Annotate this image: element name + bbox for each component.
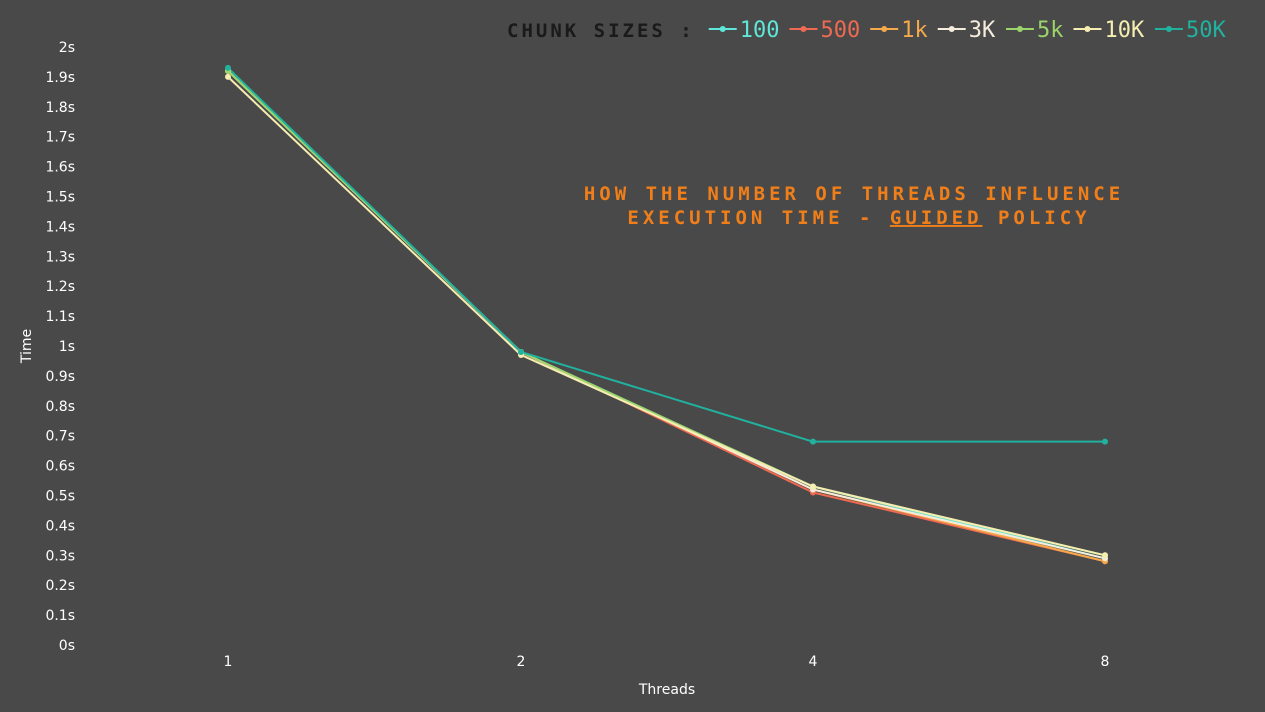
legend-title: CHUNK SIZES : xyxy=(507,20,695,42)
data-point xyxy=(225,64,231,71)
legend-swatch-marker xyxy=(800,26,807,32)
data-point xyxy=(1102,552,1108,559)
data-point xyxy=(810,483,816,490)
legend-items: 100 500 1k 3K 5k 10K 50K xyxy=(708,18,1226,43)
legend-label: 1k xyxy=(901,18,928,43)
legend-swatch-marker xyxy=(948,26,955,32)
y-tick-label: 1s xyxy=(59,339,75,355)
y-tick-label: 2s xyxy=(59,40,75,56)
y-tick-label: 0s xyxy=(59,638,75,654)
y-tick-label: 0.4s xyxy=(45,518,75,534)
y-tick-label: 1.6s xyxy=(45,160,75,176)
legend-swatch-marker xyxy=(881,26,888,32)
legend-swatch-marker xyxy=(1165,26,1172,32)
legend-item-500: 500 xyxy=(789,18,860,43)
y-tick-label: 0.2s xyxy=(45,578,75,594)
legend-label: 50K xyxy=(1186,18,1226,43)
y-axis-ticks: 0s 0.1s 0.2s 0.3s 0.4s 0.5s 0.6s 0.7s 0.8s 0.9s 1s… xyxy=(45,40,75,654)
legend-item-3k: 3K xyxy=(937,18,996,43)
x-tick-label: 8 xyxy=(1101,654,1110,670)
y-tick-label: 1.4s xyxy=(45,219,75,235)
legend-label: 5k xyxy=(1037,18,1064,43)
series-points xyxy=(225,64,1108,565)
legend-item-10k: 10K xyxy=(1073,18,1145,43)
y-tick-label: 1.3s xyxy=(45,249,75,265)
y-tick-label: 0.1s xyxy=(45,608,75,624)
y-tick-label: 0.8s xyxy=(45,399,75,415)
legend-label: 500 xyxy=(820,18,860,43)
legend-label: 3K xyxy=(969,18,996,43)
x-axis-ticks: 1 2 4 8 xyxy=(224,654,1110,670)
y-tick-label: 0.7s xyxy=(45,429,75,445)
y-tick-label: 1.1s xyxy=(45,309,75,325)
data-point xyxy=(225,73,231,80)
series-lines xyxy=(227,67,1106,563)
legend-item-1k: 1k xyxy=(870,18,928,43)
legend-swatch-marker xyxy=(1084,26,1091,32)
legend-swatch-marker xyxy=(1016,26,1023,32)
series-line-10k xyxy=(227,76,1106,557)
legend: CHUNK SIZES : 100 500 1k 3K 5k 10K 50K xyxy=(507,18,1226,43)
x-tick-label: 4 xyxy=(809,654,818,670)
series-line-1k xyxy=(227,70,1106,563)
legend-item-50k: 50K xyxy=(1154,18,1226,43)
y-tick-label: 1.2s xyxy=(45,279,75,295)
chart-title-line-2: EXECUTION TIME - GUIDED POLICY xyxy=(627,207,1090,229)
legend-swatch-marker xyxy=(719,26,726,32)
x-tick-label: 2 xyxy=(517,654,526,670)
chart-title: HOW THE NUMBER OF THREADS INFLUENCE EXEC… xyxy=(584,183,1124,229)
series-line-100 xyxy=(227,70,1106,560)
series-line-50k xyxy=(227,67,1105,443)
data-point xyxy=(810,438,816,445)
y-tick-label: 1.5s xyxy=(45,190,75,206)
chart-title-emphasis: GUIDED xyxy=(890,207,983,229)
x-tick-label: 1 xyxy=(224,654,233,670)
chart-title-line-2-suffix: POLICY xyxy=(983,207,1091,229)
legend-item-100: 100 xyxy=(708,18,780,43)
y-tick-label: 1.7s xyxy=(45,130,75,146)
series-line-3k xyxy=(227,70,1106,560)
chart-title-line-2-prefix: EXECUTION TIME - xyxy=(627,207,889,229)
legend-label: 100 xyxy=(740,18,780,43)
legend-label: 10K xyxy=(1104,18,1144,43)
data-point xyxy=(518,348,524,355)
y-tick-label: 1.8s xyxy=(45,100,75,116)
y-axis-title: Time xyxy=(19,329,35,364)
y-tick-label: 1.9s xyxy=(45,70,75,86)
chart-title-line-1: HOW THE NUMBER OF THREADS INFLUENCE xyxy=(584,183,1124,205)
data-point xyxy=(1102,438,1108,445)
y-tick-label: 0.9s xyxy=(45,369,75,385)
y-tick-label: 0.6s xyxy=(45,459,75,475)
series-line-500 xyxy=(227,70,1106,563)
legend-item-5k: 5k xyxy=(1005,18,1064,43)
series-line-5k xyxy=(227,70,1106,557)
x-axis-title: Threads xyxy=(638,682,695,698)
y-tick-label: 0.5s xyxy=(45,489,75,505)
y-tick-label: 0.3s xyxy=(45,548,75,564)
